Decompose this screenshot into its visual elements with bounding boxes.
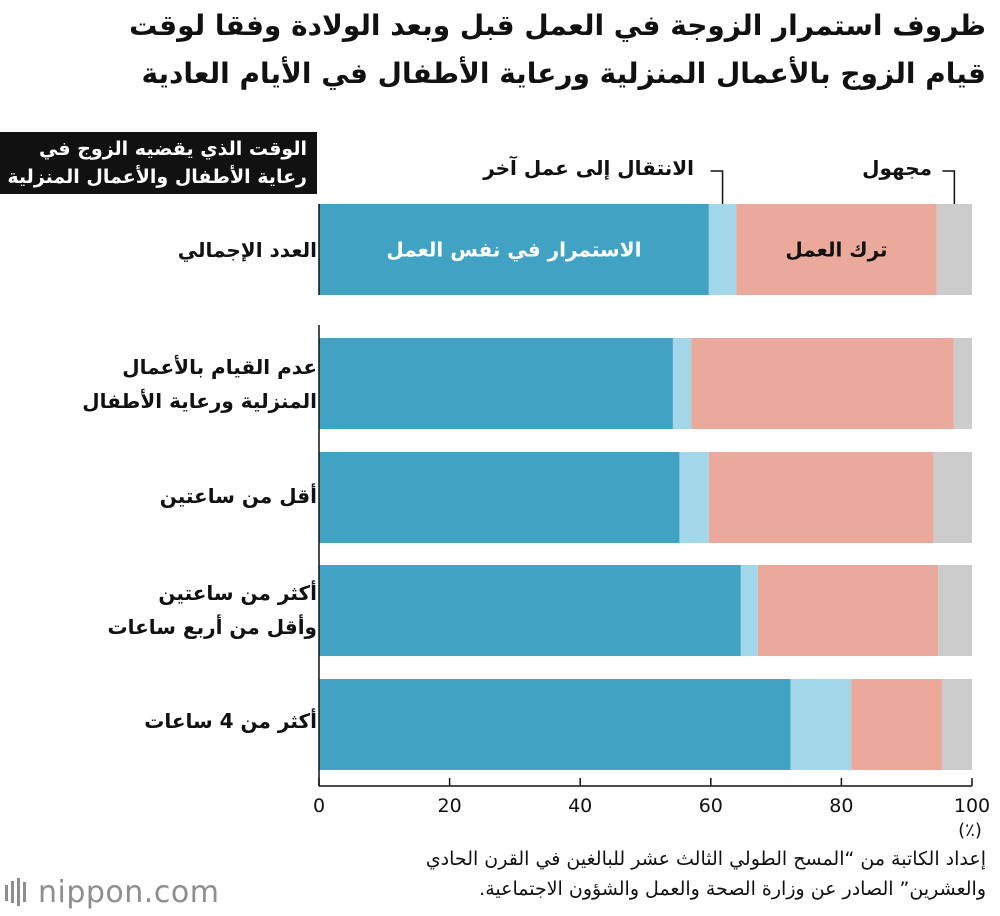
x-tick-label-3: 60 [699, 795, 723, 817]
chart-title: ظروف استمرار الزوجة في العمل قبل وبعد ال… [6, 2, 986, 98]
x-tick-label-4: 80 [829, 795, 853, 817]
bar-segment-transfer-4 [790, 679, 852, 770]
category-header-line-1: الوقت الذي يقضيه الزوج في [38, 138, 307, 160]
bar-segment-unknown-1 [953, 338, 972, 429]
source-footnote: إعداد الكاتبة من “المسح الطولي الثالث عش… [286, 844, 986, 904]
bar-segment-quit-3 [757, 565, 939, 656]
continue-bar-label: الاستمرار في نفس العمل [386, 238, 641, 263]
unknown-leader-line [942, 170, 956, 204]
bar-segment-quit-1 [691, 338, 954, 429]
quit-bar-label: ترك العمل [785, 238, 887, 262]
footnote-line-1: إعداد الكاتبة من “المسح الطولي الثالث عش… [425, 848, 986, 870]
bars-group [319, 204, 972, 770]
x-tick-label-2: 40 [568, 795, 592, 817]
nippon-logo-text: nippon.com [38, 874, 220, 910]
callout-leaders [710, 170, 956, 204]
bar-segment-transfer-3 [740, 565, 758, 656]
row-label-over-4h: أكثر من 4 ساعات [17, 704, 317, 738]
bar-segment-quit-2 [708, 452, 934, 543]
row-label-2h-4h: أكثر من ساعتين وأقل من أربع ساعات [17, 576, 318, 644]
row-label-2h-4h-line-2: وأقل من أربع ساعات [107, 615, 318, 639]
footnote-line-2: والعشرين” الصادر عن وزارة الصحة والعمل و… [479, 878, 986, 900]
transfer-callout-label: الانتقال إلى عمل آخر [483, 156, 694, 180]
bar-segment-unknown-3 [938, 565, 972, 656]
nippon-logo: nippon.com [4, 872, 219, 912]
bar-segment-unknown-4 [941, 679, 972, 770]
x-axis-ticks: 0 20 40 60 80 100 [313, 778, 990, 817]
x-axis-unit: (٪) [958, 820, 982, 841]
row-label-none: عدم القيام بالأعمال المنزلية ورعاية الأط… [17, 350, 317, 418]
bar-segment-unknown-2 [933, 452, 972, 543]
row-label-under-2h-line: أقل من ساعتين [159, 484, 317, 508]
x-tick-label-1: 20 [438, 795, 462, 817]
bar-segment-transfer-2 [679, 452, 709, 543]
row-label-under-2h: أقل من ساعتين [17, 479, 317, 513]
x-tick-label-0: 0 [313, 795, 325, 817]
category-header: الوقت الذي يقضيه الزوج في رعاية الأطفال … [0, 132, 317, 194]
row-label-none-line-2: المنزلية ورعاية الأطفال [82, 389, 317, 413]
bar-segment-quit-4 [851, 679, 942, 770]
bar-segment-continue-3 [319, 565, 741, 656]
bar-segment-quit-0 [736, 204, 937, 295]
row-label-2h-4h-line-1: أكثر من ساعتين [158, 581, 317, 605]
category-header-line-2: رعاية الأطفال والأعمال المنزلية [7, 166, 307, 188]
bar-segment-unknown-0 [936, 204, 972, 295]
row-label-none-line-1: عدم القيام بالأعمال [122, 355, 317, 379]
nippon-logo-mark-icon [5, 878, 26, 906]
title-line-2: قيام الزوج بالأعمال المنزلية ورعاية الأط… [141, 57, 986, 90]
row-label-over-4h-line: أكثر من 4 ساعات [144, 709, 317, 733]
row-label-total-line: العدد الإجمالي [177, 238, 317, 262]
transfer-leader-line [710, 170, 724, 204]
bar-segment-continue-2 [319, 452, 680, 543]
unknown-callout-label: مجهول [862, 156, 932, 180]
bar-segment-continue-1 [319, 338, 673, 429]
row-label-total: العدد الإجمالي [17, 233, 317, 267]
bar-segment-continue-4 [319, 679, 791, 770]
bar-segment-continue-0 [319, 204, 709, 295]
title-line-1: ظروف استمرار الزوجة في العمل قبل وبعد ال… [129, 9, 986, 42]
bar-segment-transfer-0 [708, 204, 737, 295]
bar-segment-transfer-1 [672, 338, 692, 429]
x-tick-label-5: 100 [954, 795, 990, 817]
